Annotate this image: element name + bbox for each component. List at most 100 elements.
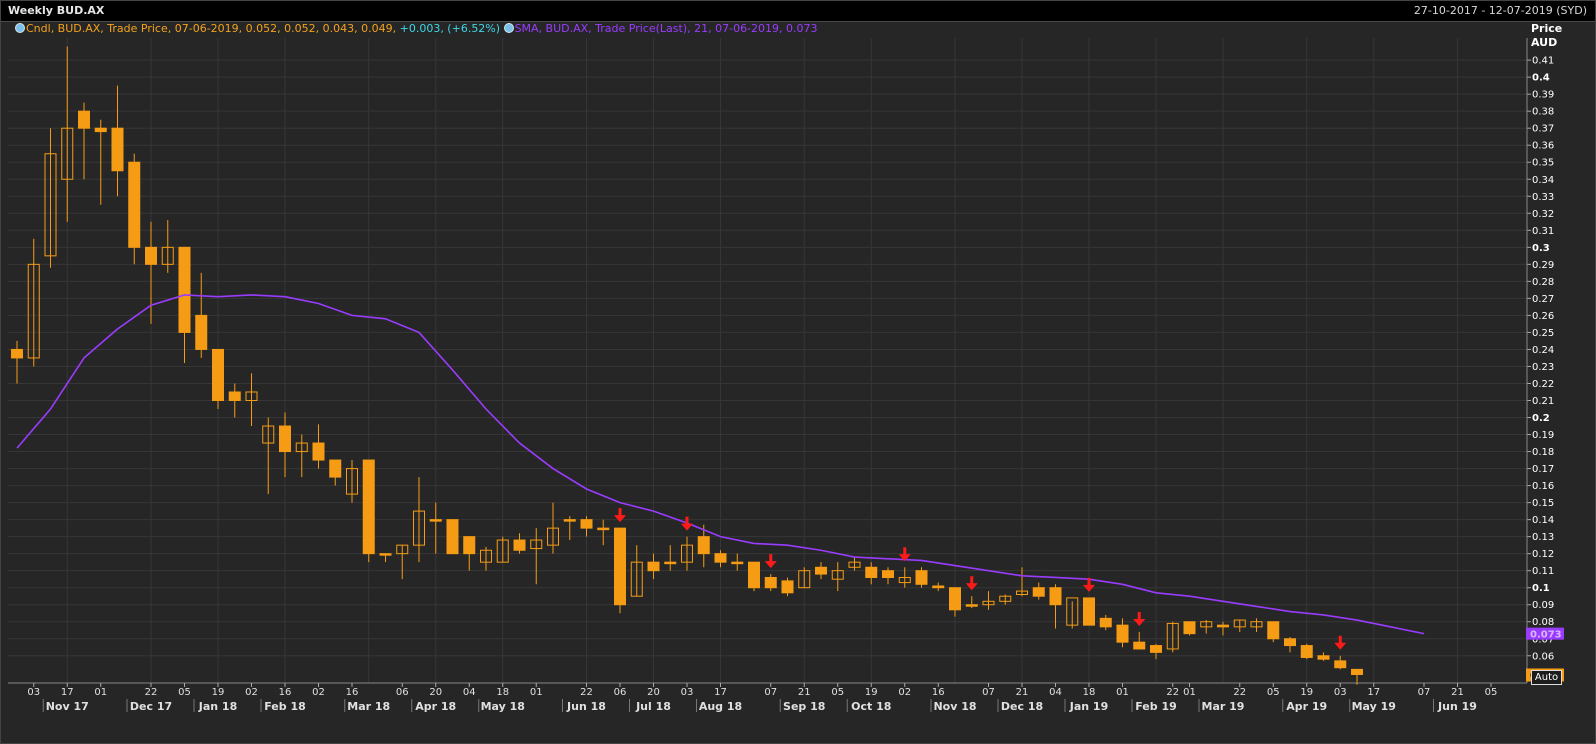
- candle-body-down[interactable]: [815, 566, 827, 575]
- candle-body-down[interactable]: [195, 314, 208, 350]
- candle-body-down[interactable]: [664, 561, 677, 565]
- candle-body-down[interactable]: [647, 561, 660, 572]
- candle-body-down[interactable]: [312, 442, 325, 461]
- candle-body-down[interactable]: [882, 570, 894, 578]
- x-tick-day-label: 17: [714, 687, 727, 698]
- candle-body-down[interactable]: [279, 425, 291, 453]
- y-tick-label: 0.25: [1532, 328, 1554, 339]
- candle-body-up[interactable]: [245, 391, 258, 401]
- candle-body-up[interactable]: [61, 127, 74, 180]
- candle-body-up[interactable]: [161, 246, 174, 265]
- candle-body-down[interactable]: [965, 604, 978, 607]
- candle-body-down[interactable]: [1083, 597, 1095, 626]
- candle-body-up[interactable]: [496, 539, 509, 563]
- candle-body-up[interactable]: [27, 263, 40, 359]
- auto-scale-button[interactable]: Auto: [1531, 670, 1562, 685]
- candle-body-up[interactable]: [798, 570, 811, 589]
- candle-body-down[interactable]: [463, 536, 476, 555]
- candle-body-down[interactable]: [228, 391, 241, 401]
- candle-body-down[interactable]: [731, 561, 744, 565]
- candle-body-down[interactable]: [1267, 621, 1280, 640]
- candle-body-down[interactable]: [11, 348, 23, 359]
- candle-body-down[interactable]: [178, 246, 191, 333]
- candle-body-down[interactable]: [1049, 587, 1062, 606]
- candle-body-up[interactable]: [831, 570, 844, 580]
- candle-body-down[interactable]: [78, 110, 90, 129]
- candle-body-down[interactable]: [748, 561, 760, 589]
- candle-body-up[interactable]: [1016, 590, 1028, 596]
- candle-body-down[interactable]: [513, 539, 526, 551]
- candle-body-up[interactable]: [1200, 621, 1213, 628]
- candle-body-up[interactable]: [396, 544, 409, 555]
- x-tick-day-label: 22: [145, 687, 158, 698]
- candle-body-down[interactable]: [379, 553, 392, 556]
- candle-body-up[interactable]: [999, 595, 1012, 602]
- x-tick-day-label: 21: [1451, 687, 1464, 698]
- candle-body-down[interactable]: [1150, 645, 1162, 653]
- candle-body-down[interactable]: [1032, 587, 1045, 597]
- candle-body-down[interactable]: [1133, 641, 1146, 650]
- candle-body-up[interactable]: [480, 549, 492, 563]
- candle-body-down[interactable]: [1334, 660, 1347, 669]
- candle-body-up[interactable]: [1233, 619, 1246, 628]
- candle-body-down[interactable]: [865, 566, 878, 578]
- candle-body-down[interactable]: [329, 459, 342, 478]
- candle-body-down[interactable]: [128, 161, 141, 248]
- candle-body-up[interactable]: [295, 442, 308, 453]
- candle-body-down[interactable]: [362, 459, 375, 555]
- candle-body-down[interactable]: [429, 519, 442, 522]
- sma-line[interactable]: [16, 294, 1425, 635]
- candle-body-down[interactable]: [614, 527, 626, 606]
- candle-body-up[interactable]: [1166, 622, 1179, 650]
- candle-body-down[interactable]: [597, 527, 610, 531]
- candle-body-down[interactable]: [1300, 645, 1313, 658]
- candle-body-down[interactable]: [949, 587, 961, 611]
- candle-body-up[interactable]: [898, 576, 911, 584]
- candle-body-up[interactable]: [1250, 621, 1263, 628]
- candle-body-down[interactable]: [212, 348, 224, 401]
- candle-body-down[interactable]: [1284, 638, 1296, 647]
- candle-body-down[interactable]: [714, 553, 727, 563]
- candle-body-down[interactable]: [1351, 668, 1363, 675]
- candle-body-up[interactable]: [413, 510, 425, 546]
- candle-body-up[interactable]: [681, 544, 693, 563]
- candle-body-down[interactable]: [764, 576, 777, 589]
- x-tick-month-label: Jan 18: [198, 700, 237, 713]
- candle-body-down[interactable]: [1183, 621, 1196, 635]
- x-tick-day-label: 17: [61, 687, 74, 698]
- candle-body-up[interactable]: [630, 561, 643, 597]
- candle-body-up[interactable]: [1066, 597, 1079, 626]
- candle-body-up[interactable]: [547, 527, 559, 546]
- candle-body-down[interactable]: [563, 519, 576, 522]
- candle-body-down[interactable]: [1099, 617, 1112, 628]
- y-tick-label: 0.07: [1532, 634, 1554, 645]
- candle-body-up[interactable]: [848, 561, 861, 568]
- candle-body-down[interactable]: [94, 127, 107, 133]
- candle-body-down[interactable]: [1217, 624, 1229, 628]
- x-tick-day-label: 05: [1485, 687, 1498, 698]
- candle-body-down[interactable]: [915, 570, 928, 585]
- candle-body-up[interactable]: [346, 468, 358, 495]
- x-tick-month-label: Oct 18: [851, 700, 891, 713]
- candle-body-down[interactable]: [1116, 624, 1129, 643]
- candle-body-down[interactable]: [111, 127, 124, 172]
- x-tick-month-label: May 19: [1352, 700, 1396, 713]
- candle-body-down[interactable]: [697, 536, 710, 555]
- x-tick-day-label: 21: [1016, 687, 1029, 698]
- candle-body-up[interactable]: [530, 539, 543, 550]
- candle-legend-text[interactable]: Cndl, BUD.AX, Trade Price, 07-06-2019, 0…: [26, 22, 397, 35]
- candle-body-down[interactable]: [1317, 655, 1330, 660]
- candle-body-down[interactable]: [580, 519, 593, 529]
- sma-series-clock-icon[interactable]: [503, 23, 514, 33]
- candle-body-down[interactable]: [932, 585, 945, 589]
- sma-legend-text[interactable]: SMA, BUD.AX, Trade Price(Last), 21, 07-0…: [514, 22, 818, 35]
- candle-body-down[interactable]: [145, 246, 157, 265]
- y-tick-label: 0.09: [1532, 600, 1554, 611]
- candle-body-up[interactable]: [262, 425, 275, 444]
- candle-body-down[interactable]: [781, 580, 794, 594]
- candle-body-up[interactable]: [982, 600, 995, 606]
- candle-body-up[interactable]: [44, 153, 57, 257]
- candle-body-down[interactable]: [446, 519, 459, 555]
- candle-series-clock-icon[interactable]: [15, 23, 25, 33]
